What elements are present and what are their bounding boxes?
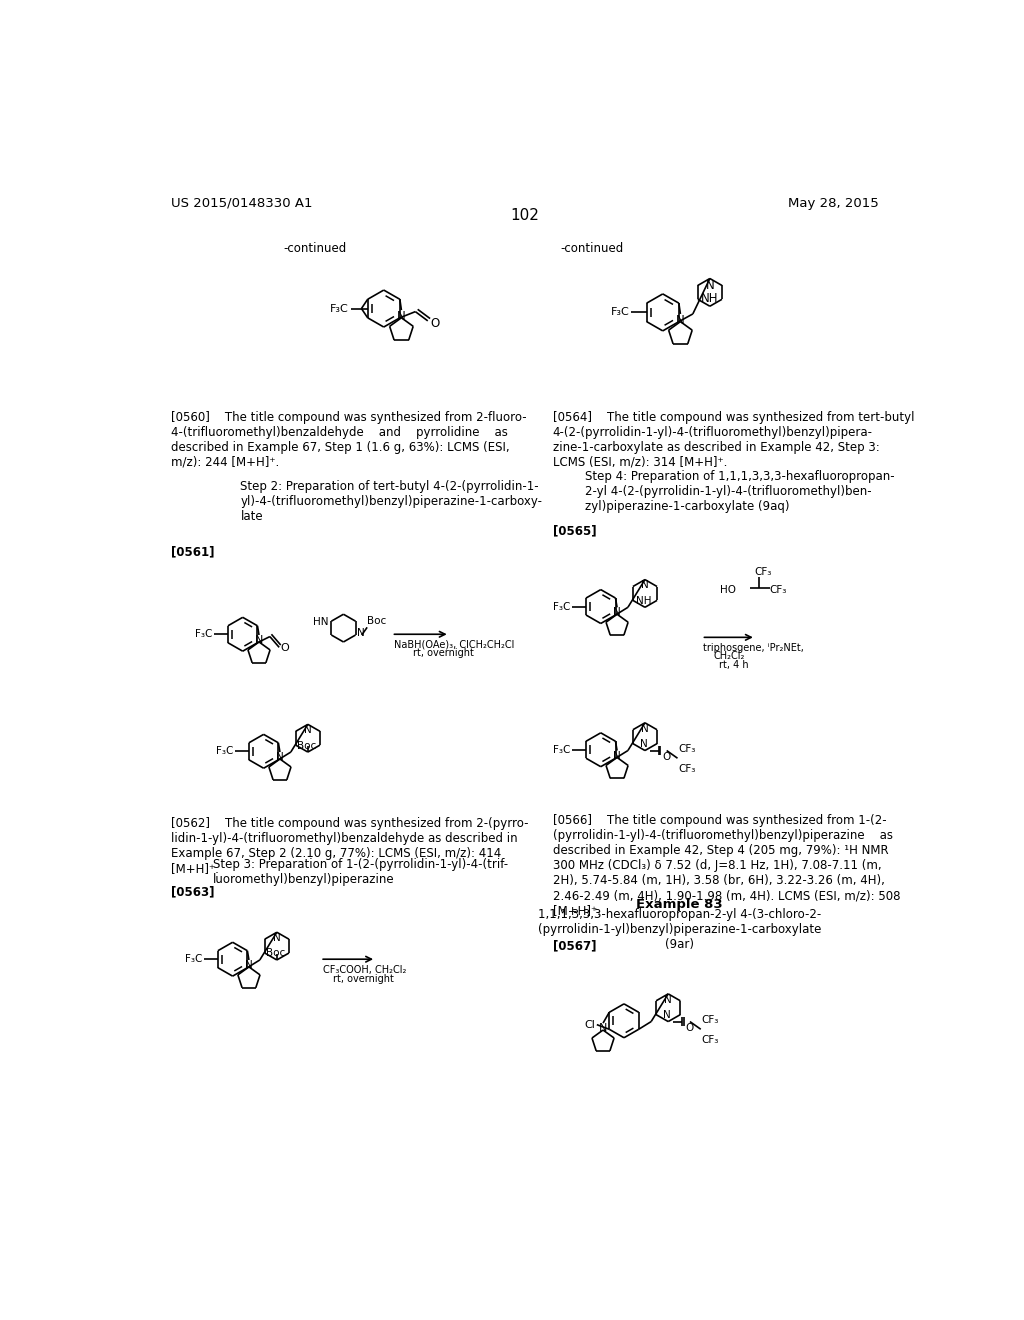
Text: N: N bbox=[276, 752, 284, 762]
Text: May 28, 2015: May 28, 2015 bbox=[788, 197, 879, 210]
Text: N: N bbox=[599, 1023, 607, 1034]
Text: Step 4: Preparation of 1,1,1,3,3,3-hexafluoropropan-
2-yl 4-(2-(pyrrolidin-1-yl): Step 4: Preparation of 1,1,1,3,3,3-hexaf… bbox=[586, 470, 895, 513]
Text: [0564]    The title compound was synthesized from tert-butyl
4-(2-(pyrrolidin-1-: [0564] The title compound was synthesize… bbox=[553, 411, 914, 469]
Text: F₃C: F₃C bbox=[553, 744, 570, 755]
Text: [0561]: [0561] bbox=[171, 545, 214, 558]
Text: -continued: -continued bbox=[560, 242, 624, 255]
Text: O: O bbox=[281, 643, 290, 653]
Text: 1,1,1,3,3,3-hexafluoropropan-2-yl 4-(3-chloro-2-
(pyrrolidin-1-yl)benzyl)piperaz: 1,1,1,3,3,3-hexafluoropropan-2-yl 4-(3-c… bbox=[539, 908, 821, 952]
Text: Step 2: Preparation of tert-butyl 4-(2-(pyrrolidin-1-
yl)-4-(trifluoromethyl)ben: Step 2: Preparation of tert-butyl 4-(2-(… bbox=[241, 480, 543, 523]
Text: N: N bbox=[663, 1010, 671, 1020]
Text: F₃C: F₃C bbox=[185, 954, 203, 964]
Text: -continued: -continued bbox=[283, 242, 346, 255]
Text: [0563]: [0563] bbox=[171, 886, 214, 899]
Text: N: N bbox=[613, 751, 621, 760]
Text: rt, 4 h: rt, 4 h bbox=[719, 660, 749, 669]
Text: Boc: Boc bbox=[368, 616, 386, 626]
Text: [0566]    The title compound was synthesized from 1-(2-
(pyrrolidin-1-yl)-4-(tri: [0566] The title compound was synthesize… bbox=[553, 814, 900, 917]
Text: F₃C: F₃C bbox=[195, 630, 212, 639]
Text: [0565]: [0565] bbox=[553, 525, 596, 539]
Text: Boc: Boc bbox=[297, 741, 316, 751]
Text: F₃C: F₃C bbox=[611, 308, 630, 317]
Text: CF₃: CF₃ bbox=[770, 585, 787, 594]
Text: NaBH(OAe)₃, ClCH₂CH₂Cl: NaBH(OAe)₃, ClCH₂CH₂Cl bbox=[394, 640, 514, 649]
Text: US 2015/0148330 A1: US 2015/0148330 A1 bbox=[171, 197, 312, 210]
Text: O: O bbox=[662, 751, 671, 762]
Text: O: O bbox=[685, 1023, 693, 1032]
Text: N: N bbox=[304, 725, 311, 735]
Text: F₃C: F₃C bbox=[331, 304, 349, 314]
Text: HO: HO bbox=[720, 585, 735, 594]
Text: triphosgene, ⁱPr₂NEt,: triphosgene, ⁱPr₂NEt, bbox=[703, 643, 804, 652]
Text: N: N bbox=[357, 628, 365, 639]
Text: F₃C: F₃C bbox=[216, 746, 233, 756]
Text: CF₃COOH, CH₂Cl₂: CF₃COOH, CH₂Cl₂ bbox=[324, 965, 407, 975]
Text: F₃C: F₃C bbox=[553, 602, 570, 611]
Text: N: N bbox=[273, 933, 281, 942]
Text: N: N bbox=[641, 581, 649, 590]
Text: N: N bbox=[397, 310, 406, 323]
Text: rt, overnight: rt, overnight bbox=[334, 974, 394, 983]
Text: CF₃: CF₃ bbox=[701, 1015, 719, 1024]
Text: N: N bbox=[255, 635, 263, 645]
Text: 102: 102 bbox=[510, 209, 540, 223]
Text: [0567]: [0567] bbox=[553, 940, 596, 952]
Text: CF₃: CF₃ bbox=[678, 764, 695, 775]
Text: CF₃: CF₃ bbox=[701, 1035, 719, 1045]
Text: N: N bbox=[641, 723, 649, 734]
Text: CH₂Cl₂: CH₂Cl₂ bbox=[714, 651, 745, 661]
Text: HN: HN bbox=[312, 616, 329, 627]
Text: N: N bbox=[676, 314, 685, 327]
Text: O: O bbox=[430, 317, 439, 330]
Text: N: N bbox=[613, 607, 621, 618]
Text: N: N bbox=[665, 995, 672, 1005]
Text: N: N bbox=[245, 960, 253, 970]
Text: CF₃: CF₃ bbox=[755, 568, 771, 577]
Text: Boc: Boc bbox=[265, 949, 285, 958]
Text: rt, overnight: rt, overnight bbox=[414, 648, 474, 659]
Text: Step 3: Preparation of 1-(2-(pyrrolidin-1-yl)-4-(trif-
luoromethyl)benzyl)pipera: Step 3: Preparation of 1-(2-(pyrrolidin-… bbox=[213, 858, 508, 886]
Text: NH: NH bbox=[701, 292, 719, 305]
Text: Cl: Cl bbox=[585, 1019, 595, 1030]
Text: N: N bbox=[706, 280, 714, 292]
Text: [0562]    The title compound was synthesized from 2-(pyrro-
lidin-1-yl)-4-(trifl: [0562] The title compound was synthesize… bbox=[171, 817, 528, 875]
Text: NH: NH bbox=[636, 595, 651, 606]
Text: CF₃: CF₃ bbox=[678, 743, 695, 754]
Text: [0560]    The title compound was synthesized from 2-fluoro-
4-(trifluoromethyl)b: [0560] The title compound was synthesize… bbox=[171, 411, 526, 469]
Text: Example 83: Example 83 bbox=[637, 898, 723, 911]
Text: N: N bbox=[640, 739, 647, 748]
